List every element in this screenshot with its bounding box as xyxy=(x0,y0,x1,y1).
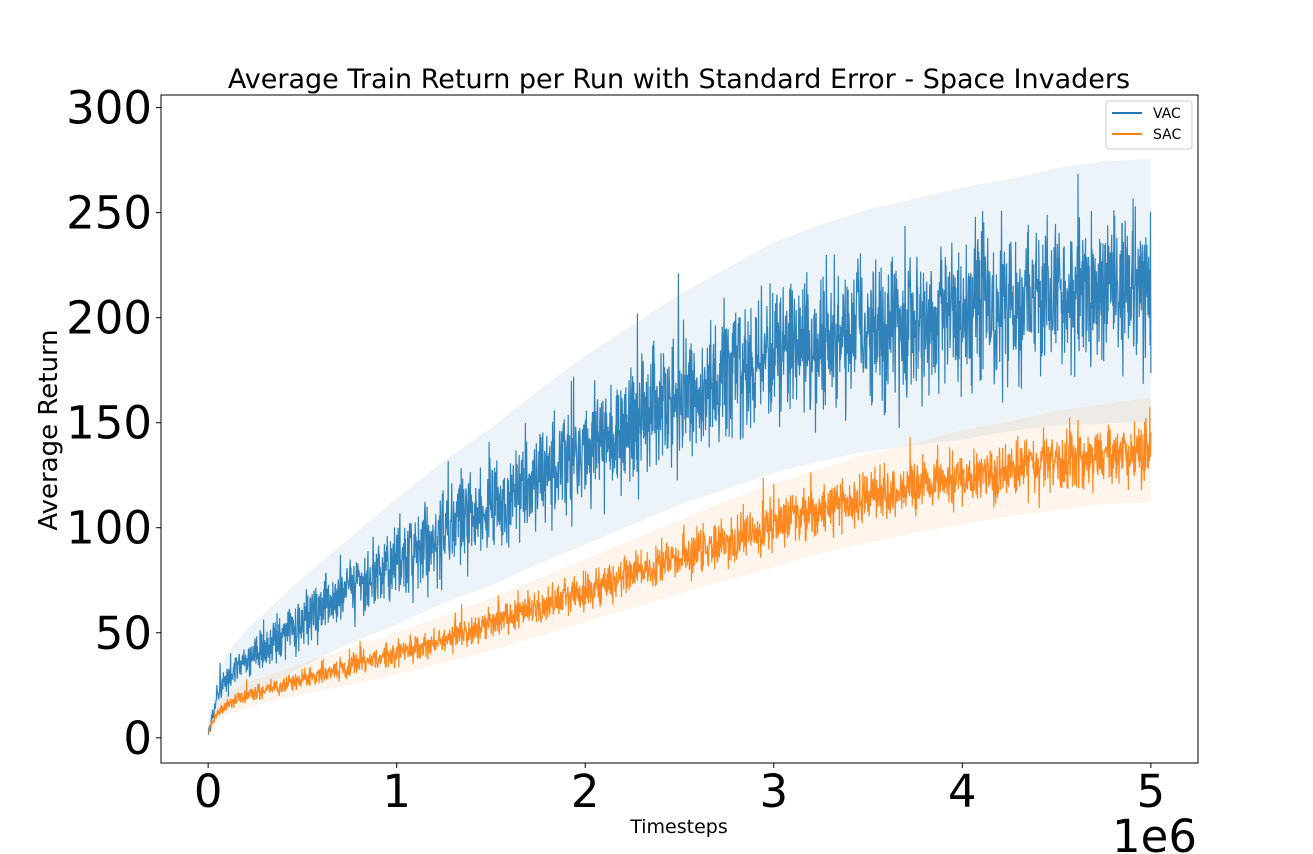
legend-label-sac: SAC xyxy=(1153,127,1181,143)
y-tick-label: 150 xyxy=(66,397,152,450)
series-layer xyxy=(207,159,1152,737)
plot-frame xyxy=(160,94,1199,764)
x-axis-label: Timesteps xyxy=(629,816,728,838)
y-axis-label: Average Return xyxy=(34,329,64,530)
legend-label-vac: VAC xyxy=(1153,106,1181,122)
series-line-sac xyxy=(207,407,1152,734)
y-tick-label: 100 xyxy=(66,502,152,555)
chart-title: Average Train Return per Run with Standa… xyxy=(228,64,1130,95)
series-line-vac xyxy=(207,173,1152,735)
y-tick-label: 300 xyxy=(66,82,152,135)
y-tick-label: 0 xyxy=(123,712,152,765)
y-tick-label: 50 xyxy=(95,607,152,660)
y-tick-label: 250 xyxy=(66,187,152,240)
x-tick-label: 4 xyxy=(948,765,977,818)
y-tick-label: 200 xyxy=(66,292,152,345)
x-axis: 0 1 2 3 4 5 xyxy=(194,763,1165,818)
x-tick-label: 5 xyxy=(1137,765,1166,818)
x-tick-label: 1 xyxy=(382,765,411,818)
y-axis: 0 50 100 150 200 250 300 xyxy=(66,82,161,765)
x-tick-label: 2 xyxy=(571,765,600,818)
x-axis-offset-label: 1e6 xyxy=(1112,810,1197,854)
x-tick-label: 0 xyxy=(194,765,223,818)
x-tick-label: 3 xyxy=(759,765,788,818)
legend: VAC SAC xyxy=(1105,100,1193,150)
